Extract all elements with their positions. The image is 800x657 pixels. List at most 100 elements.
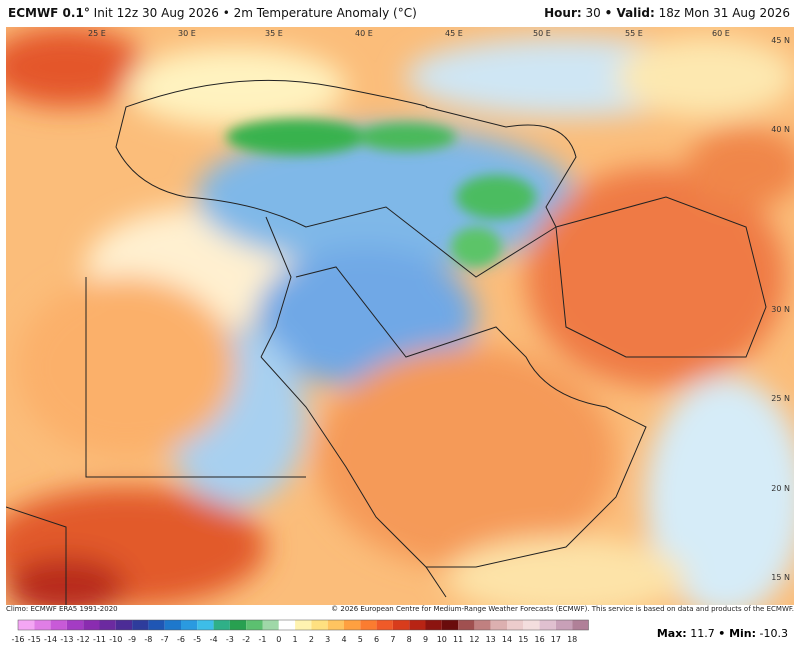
- colorbar-tick: -16: [11, 635, 24, 644]
- lon-label: 30 E: [178, 29, 196, 38]
- color-swatch: [115, 620, 133, 630]
- color-swatch: [555, 620, 573, 630]
- colorbar-tick: 12: [469, 635, 479, 644]
- colorbar-tick: 9: [423, 635, 428, 644]
- colorbar-tick: 6: [374, 635, 379, 644]
- colorbar-tick: -2: [242, 635, 250, 644]
- lat-label: 30 N: [771, 305, 790, 314]
- colorbar-tick: -12: [77, 635, 90, 644]
- color-swatch: [246, 620, 263, 630]
- borders: [6, 79, 767, 605]
- climo: Climo: ECMWF ERA5 1991-2020: [6, 605, 118, 613]
- lat-label: 25 N: [771, 394, 790, 403]
- map: 25 E 30 E 35 E 40 E 45 E 50 E 55 E 60 E 45 N 40 N…: [6, 27, 794, 605]
- color-swatch: [458, 620, 475, 630]
- valid-info: Hour: 30 • Valid: 18z Mon 31 Aug 2026: [544, 0, 790, 27]
- colorbar-tick: 18: [567, 635, 577, 644]
- color-swatch: [229, 620, 247, 630]
- extremes: Max: 11.7 • Min: -10.3: [657, 627, 788, 640]
- color-swatch: [18, 620, 35, 630]
- max-label: Max:: [656, 627, 687, 640]
- color-swatch: [474, 620, 491, 630]
- color-swatch: [523, 620, 540, 630]
- colorbar-tick: -3: [226, 635, 234, 644]
- init: Init 12z 30 Aug 2026 • 2m Temperature An…: [93, 6, 417, 20]
- color-swatch: [295, 620, 312, 630]
- color-swatch: [392, 620, 410, 630]
- colorbar-tick: 3: [325, 635, 330, 644]
- colorbar-tick: -14: [44, 635, 57, 644]
- colorbar-frame: [17, 619, 589, 631]
- color-swatch: [327, 620, 344, 630]
- colorbar-tick: 8: [407, 635, 412, 644]
- color-swatch: [360, 620, 377, 630]
- color-swatch: [539, 620, 556, 630]
- colorbar-tick: -13: [60, 635, 73, 644]
- lon-label: 25 E: [88, 29, 106, 38]
- lon-label: 55 E: [625, 29, 643, 38]
- colorbar-tick: -1: [259, 635, 267, 644]
- color-swatch: [409, 620, 426, 630]
- valid: 18z Mon 31 Aug 2026: [658, 6, 790, 20]
- copyright: © 2026 European Centre for Medium-Range …: [331, 605, 794, 613]
- color-swatch: [441, 620, 459, 630]
- color-swatch: [197, 620, 214, 630]
- lat-label: 45 N: [771, 36, 790, 45]
- color-swatch: [34, 620, 51, 630]
- colorbar: -16 -15 -14 -13 -12 -11 -10 -9 -8 -7 -6 -5 -4 -3 -2 -1 0…: [11, 619, 589, 644]
- header: ECMWF 0.1° Init 12z 30 Aug 2026 • 2m Tem…: [0, 0, 800, 27]
- colorbar-tick: -11: [93, 635, 106, 644]
- colorbar-tick: 13: [486, 635, 496, 644]
- lon-label: 60 E: [712, 29, 730, 38]
- color-swatch: [278, 620, 296, 630]
- min: -10.3: [759, 627, 788, 640]
- colorbar-tick: 10: [437, 635, 447, 644]
- lon-label: 45 E: [445, 29, 463, 38]
- lat-label: 15 N: [771, 573, 790, 582]
- colorbar-tick: 17: [551, 635, 561, 644]
- colorbar-tick: -4: [210, 635, 218, 644]
- colorbar-tick: -15: [28, 635, 41, 644]
- color-swatch: [344, 620, 361, 630]
- color-swatch: [66, 620, 84, 630]
- colorbar-tick: 4: [341, 635, 346, 644]
- lat-label: 40 N: [771, 125, 790, 134]
- colorbar-tick: 1: [293, 635, 298, 644]
- lon-label: 50 E: [533, 29, 551, 38]
- color-swatch: [376, 620, 393, 630]
- colorbar-tick: 14: [502, 635, 512, 644]
- colorbar-tick: 2: [309, 635, 314, 644]
- color-swatch: [164, 620, 181, 630]
- color-swatch: [572, 620, 589, 630]
- colorbar-tick: -10: [109, 635, 122, 644]
- color-swatch: [83, 620, 100, 630]
- color-swatch: [99, 620, 116, 630]
- min-label: • Min:: [718, 627, 757, 640]
- hour-label: Hour:: [544, 6, 582, 20]
- color-swatch: [132, 620, 149, 630]
- lon-label: 35 E: [265, 29, 283, 38]
- anomaly-field: [6, 27, 794, 605]
- colorbar-tick: -6: [177, 635, 185, 644]
- colorbar-tick: -9: [128, 635, 136, 644]
- title: ECMWF 0.1° Init 12z 30 Aug 2026 • 2m Tem…: [8, 0, 417, 27]
- color-swatch: [213, 620, 230, 630]
- colorbar-tick: 5: [358, 635, 363, 644]
- colorbar-tick: 11: [453, 635, 463, 644]
- colorbar-tick: -8: [144, 635, 152, 644]
- green-anomalies: [226, 119, 536, 267]
- colorbar-tick: 15: [518, 635, 528, 644]
- color-swatch: [490, 620, 507, 630]
- lat-label: 20 N: [771, 484, 790, 493]
- colorbar-tick: 7: [390, 635, 395, 644]
- color-swatch: [311, 620, 328, 630]
- hour: 30: [585, 6, 601, 20]
- lon-label: 40 E: [355, 29, 373, 38]
- max: 11.7: [690, 627, 715, 640]
- color-swatch: [181, 620, 198, 630]
- color-swatch: [50, 620, 67, 630]
- colorbar-tick: -5: [193, 635, 201, 644]
- model: ECMWF 0.1°: [8, 6, 90, 20]
- colorbar-tick: 0: [276, 635, 281, 644]
